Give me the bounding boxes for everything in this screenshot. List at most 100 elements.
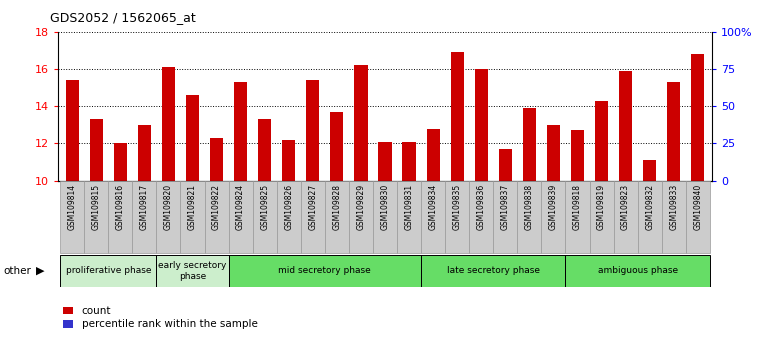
Text: GSM109814: GSM109814: [68, 184, 77, 230]
Bar: [234, 82, 247, 181]
Bar: [571, 181, 584, 314]
Text: GSM109837: GSM109837: [500, 184, 510, 230]
Bar: [691, 181, 705, 283]
Bar: [114, 143, 127, 181]
FancyBboxPatch shape: [349, 181, 373, 253]
Text: GDS2052 / 1562065_at: GDS2052 / 1562065_at: [50, 11, 196, 24]
Text: GSM109819: GSM109819: [597, 184, 606, 230]
Bar: [330, 181, 343, 314]
Bar: [306, 181, 320, 301]
Bar: [547, 125, 560, 181]
Bar: [667, 82, 681, 181]
FancyBboxPatch shape: [517, 181, 541, 253]
Bar: [186, 181, 199, 296]
Bar: [450, 52, 464, 181]
Text: GSM109815: GSM109815: [92, 184, 101, 230]
FancyBboxPatch shape: [84, 181, 109, 253]
FancyBboxPatch shape: [60, 181, 84, 253]
Text: GSM109829: GSM109829: [357, 184, 366, 230]
Bar: [89, 181, 103, 320]
Text: GSM109824: GSM109824: [236, 184, 245, 230]
FancyBboxPatch shape: [421, 255, 565, 287]
FancyBboxPatch shape: [132, 181, 156, 253]
Bar: [282, 181, 296, 311]
FancyBboxPatch shape: [276, 181, 301, 253]
Bar: [427, 129, 440, 181]
Bar: [258, 119, 271, 181]
Bar: [643, 160, 656, 181]
FancyBboxPatch shape: [325, 181, 349, 253]
Bar: [378, 142, 392, 181]
Text: late secretory phase: late secretory phase: [447, 266, 540, 275]
Bar: [403, 181, 416, 314]
Text: GSM109816: GSM109816: [116, 184, 125, 230]
Text: ▶: ▶: [36, 266, 45, 276]
FancyBboxPatch shape: [229, 181, 253, 253]
Bar: [354, 181, 367, 283]
Bar: [162, 181, 175, 283]
FancyBboxPatch shape: [156, 181, 180, 253]
Text: GSM109825: GSM109825: [260, 184, 269, 230]
Bar: [378, 181, 392, 320]
Bar: [89, 119, 103, 181]
FancyBboxPatch shape: [565, 255, 710, 287]
Bar: [571, 130, 584, 181]
Text: GSM109834: GSM109834: [429, 184, 437, 230]
Bar: [474, 181, 488, 296]
Bar: [523, 181, 536, 296]
FancyBboxPatch shape: [253, 181, 276, 253]
Legend: count, percentile rank within the sample: count, percentile rank within the sample: [63, 306, 258, 329]
Text: other: other: [4, 266, 32, 276]
FancyBboxPatch shape: [541, 181, 565, 253]
Bar: [450, 181, 464, 283]
FancyBboxPatch shape: [565, 181, 590, 253]
Text: mid secretory phase: mid secretory phase: [279, 266, 371, 275]
FancyBboxPatch shape: [469, 181, 494, 253]
Text: GSM109818: GSM109818: [573, 184, 582, 230]
FancyBboxPatch shape: [661, 181, 686, 253]
Bar: [643, 181, 656, 314]
FancyBboxPatch shape: [638, 181, 661, 253]
Bar: [65, 181, 79, 301]
Bar: [138, 181, 151, 307]
Text: GSM109830: GSM109830: [380, 184, 390, 230]
Bar: [499, 149, 512, 181]
Text: proliferative phase: proliferative phase: [65, 266, 151, 275]
FancyBboxPatch shape: [60, 255, 156, 287]
Bar: [114, 181, 127, 314]
Bar: [186, 95, 199, 181]
Text: GSM109820: GSM109820: [164, 184, 173, 230]
Text: GSM109823: GSM109823: [621, 184, 630, 230]
Text: GSM109835: GSM109835: [453, 184, 462, 230]
Bar: [667, 181, 681, 301]
FancyBboxPatch shape: [445, 181, 469, 253]
FancyBboxPatch shape: [614, 181, 638, 253]
Bar: [65, 80, 79, 181]
Bar: [234, 181, 247, 296]
FancyBboxPatch shape: [590, 181, 614, 253]
Bar: [138, 125, 151, 181]
Text: GSM109831: GSM109831: [404, 184, 413, 230]
FancyBboxPatch shape: [180, 181, 205, 253]
Bar: [547, 181, 560, 311]
FancyBboxPatch shape: [301, 181, 325, 253]
FancyBboxPatch shape: [421, 181, 445, 253]
FancyBboxPatch shape: [373, 181, 397, 253]
Text: GSM109822: GSM109822: [212, 184, 221, 230]
Text: GSM109828: GSM109828: [333, 184, 341, 230]
Bar: [595, 101, 608, 181]
FancyBboxPatch shape: [494, 181, 517, 253]
Bar: [691, 54, 705, 181]
Text: GSM109817: GSM109817: [140, 184, 149, 230]
Bar: [282, 140, 296, 181]
Bar: [306, 80, 320, 181]
FancyBboxPatch shape: [205, 181, 229, 253]
Text: early secretory
phase: early secretory phase: [159, 261, 226, 280]
Text: GSM109836: GSM109836: [477, 184, 486, 230]
Bar: [330, 112, 343, 181]
Bar: [258, 181, 271, 320]
Text: GSM109839: GSM109839: [549, 184, 558, 230]
Bar: [619, 71, 632, 181]
FancyBboxPatch shape: [109, 181, 132, 253]
Text: GSM109838: GSM109838: [525, 184, 534, 230]
